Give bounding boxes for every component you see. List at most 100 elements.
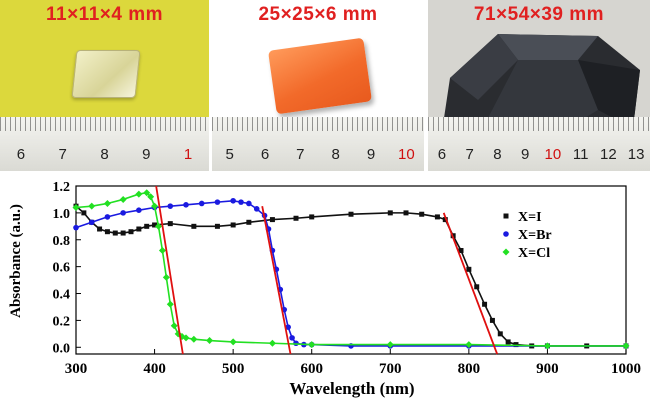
data-point xyxy=(162,273,170,281)
crystal-size-label: 11×11×4 mm xyxy=(46,4,163,25)
ruler-number: 10 xyxy=(544,146,562,163)
absorbance-chart-svg: Absorbance (a.u.) Wavelength (nm) 300 400… xyxy=(8,180,641,398)
data-point xyxy=(230,222,236,228)
data-point xyxy=(128,229,134,235)
ruler-number: 8 xyxy=(493,146,502,163)
data-point xyxy=(403,210,409,216)
ruler-number: 9 xyxy=(366,146,376,163)
ruler-number: 12 xyxy=(600,146,617,163)
ruler-number: 6 xyxy=(16,146,26,163)
x-tick-label: 600 xyxy=(300,361,323,377)
y-axis-label: Absorbance (a.u.) xyxy=(8,204,24,318)
data-point xyxy=(269,217,275,223)
data-point xyxy=(136,207,142,213)
data-point xyxy=(308,341,316,349)
legend-label: X=I xyxy=(518,210,542,225)
data-point xyxy=(151,202,159,210)
x-tick-label: 500 xyxy=(222,361,245,377)
crystal-photo-medium: 25×25×6 mm 5 6 7 8 9 10 xyxy=(212,0,424,171)
ruler-number: 7 xyxy=(465,146,474,163)
small-crystal xyxy=(71,50,141,98)
data-point xyxy=(190,335,198,343)
data-point xyxy=(103,199,111,207)
data-point xyxy=(135,190,143,198)
y-tick-label: 1.2 xyxy=(53,180,71,195)
data-point xyxy=(143,189,151,197)
data-point xyxy=(253,206,260,212)
data-point xyxy=(112,230,118,236)
data-point xyxy=(97,226,103,232)
data-point xyxy=(170,322,178,330)
data-point xyxy=(88,219,95,226)
y-tick-label: 0.8 xyxy=(53,234,71,249)
crystal-size-label: 71×54×39 mm xyxy=(473,4,605,25)
data-point xyxy=(289,335,295,341)
data-point xyxy=(246,219,252,225)
data-point xyxy=(622,342,630,350)
crystal-photo-large: 71×54×39 mm 6 7 8 9 10 11 12 13 xyxy=(428,0,650,171)
data-point xyxy=(183,202,189,208)
ruler: 5 6 7 8 9 10 xyxy=(212,117,424,171)
data-point xyxy=(206,337,214,345)
fit-line xyxy=(442,212,498,355)
ruler-number: 11 xyxy=(572,146,589,163)
crystal-size-label: 25×25×6 mm xyxy=(258,4,378,25)
ruler-number: 6 xyxy=(437,146,447,163)
data-point xyxy=(293,215,299,221)
legend-label: X=Br xyxy=(518,228,552,243)
fit-line xyxy=(261,205,292,355)
data-point xyxy=(104,229,110,235)
data-point xyxy=(88,202,96,210)
ruler-number: 8 xyxy=(331,146,340,163)
ruler-number: 5 xyxy=(225,146,234,163)
data-point xyxy=(238,199,244,205)
ruler-number: 9 xyxy=(520,146,530,163)
y-tick-label: 0.6 xyxy=(53,261,71,276)
data-point xyxy=(466,266,472,272)
x-tick-label: 700 xyxy=(379,361,402,377)
data-point xyxy=(497,331,503,337)
data-point xyxy=(419,211,425,217)
x-tick-label: 400 xyxy=(143,361,166,377)
data-point xyxy=(104,214,111,220)
data-point xyxy=(309,214,315,220)
data-point xyxy=(474,284,480,290)
y-tick-label: 0.4 xyxy=(53,288,71,303)
fit-line xyxy=(155,185,184,355)
legend-label: X=Cl xyxy=(518,246,550,261)
data-point xyxy=(119,195,127,203)
data-point xyxy=(136,226,142,232)
data-point xyxy=(191,223,197,229)
x-tick-label: 800 xyxy=(458,361,481,377)
data-point xyxy=(81,210,87,216)
ruler-number: 1 xyxy=(183,146,193,163)
x-axis-label: Wavelength (nm) xyxy=(289,379,414,398)
data-point xyxy=(285,324,291,330)
x-tick-label: 1000 xyxy=(611,361,641,377)
data-point xyxy=(386,341,394,349)
ruler: 6 7 8 9 1 xyxy=(0,117,209,171)
data-point xyxy=(543,342,551,350)
y-tick-label: 1.0 xyxy=(53,207,71,222)
data-point xyxy=(198,200,205,207)
data-point xyxy=(120,210,126,216)
data-point xyxy=(72,204,80,212)
data-point xyxy=(387,210,393,216)
data-point xyxy=(482,301,488,307)
data-point xyxy=(167,203,174,209)
data-point xyxy=(166,300,174,308)
ruler-number: 13 xyxy=(627,146,645,163)
legend-marker xyxy=(503,231,509,237)
data-point xyxy=(268,339,276,347)
absorbance-chart: Absorbance (a.u.) Wavelength (nm) 300 400… xyxy=(0,176,650,400)
data-point xyxy=(158,247,166,255)
data-point xyxy=(155,222,162,230)
x-tick-label: 300 xyxy=(65,361,88,377)
data-point xyxy=(458,248,464,254)
data-point xyxy=(489,317,495,323)
ruler: 6 7 8 9 10 11 12 13 xyxy=(428,117,650,171)
y-tick-label: 0.0 xyxy=(53,341,71,356)
data-point xyxy=(167,221,173,227)
ruler-number: 7 xyxy=(58,146,67,163)
crystal-photo-small: 11×11×4 mm 6 7 8 9 1 xyxy=(0,0,209,171)
